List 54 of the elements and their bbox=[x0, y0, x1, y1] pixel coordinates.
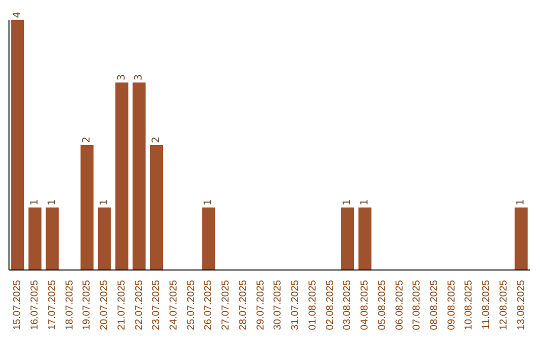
data-label: 1 bbox=[98, 199, 110, 206]
bar bbox=[11, 20, 24, 270]
data-label: 1 bbox=[203, 199, 214, 206]
x-tick-label: 15.07.2025 bbox=[12, 280, 24, 330]
x-tick-label: 23.07.2025 bbox=[151, 280, 162, 330]
bar bbox=[28, 208, 42, 270]
x-tick-label: 16.07.2025 bbox=[30, 280, 41, 330]
data-label: 1 bbox=[29, 199, 40, 206]
bar bbox=[115, 82, 128, 270]
data-label: 1 bbox=[46, 199, 58, 206]
x-tick-label: 29.07.2025 bbox=[255, 280, 266, 330]
bar bbox=[132, 82, 146, 270]
x-tick-label: 25.07.2025 bbox=[186, 280, 197, 330]
x-tick-label: 19.07.2025 bbox=[82, 280, 93, 330]
bar bbox=[46, 208, 59, 270]
x-tick-label: 21.07.2025 bbox=[116, 280, 128, 330]
x-tick-label: 02.08.2025 bbox=[324, 280, 336, 330]
x-tick-label: 24.07.2025 bbox=[168, 280, 180, 330]
x-tick-label: 12.08.2025 bbox=[498, 280, 510, 330]
x-tick-label: 04.08.2025 bbox=[360, 280, 371, 330]
x-tick-label: 30.07.2025 bbox=[272, 280, 284, 330]
x-tick-label: 03.08.2025 bbox=[342, 280, 354, 330]
x-tick-label: 13.08.2025 bbox=[516, 280, 527, 330]
x-tick-label: 07.08.2025 bbox=[412, 280, 423, 330]
bar bbox=[341, 208, 354, 270]
x-tick-label: 17.07.2025 bbox=[46, 280, 58, 330]
data-label: 4 bbox=[12, 12, 24, 18]
x-tick-label: 11.08.2025 bbox=[481, 280, 492, 330]
x-tick-label: 01.08.2025 bbox=[307, 280, 318, 330]
bar bbox=[358, 208, 372, 270]
data-label: 2 bbox=[82, 136, 93, 143]
x-tick-label: 18.07.2025 bbox=[64, 280, 76, 330]
x-tick-label: 22.07.2025 bbox=[134, 280, 145, 330]
x-tick-label: 20.07.2025 bbox=[99, 280, 110, 330]
x-tick-label: 27.07.2025 bbox=[220, 280, 232, 330]
bar bbox=[514, 208, 528, 270]
x-tick-label: 08.08.2025 bbox=[428, 280, 440, 330]
bar bbox=[202, 208, 216, 270]
data-label: 2 bbox=[151, 136, 162, 143]
data-label: 1 bbox=[516, 199, 527, 206]
data-label: 3 bbox=[134, 74, 145, 80]
data-label: 3 bbox=[116, 74, 128, 80]
x-tick-label: 31.07.2025 bbox=[290, 280, 302, 330]
x-tick-label: 06.08.2025 bbox=[394, 280, 406, 330]
bar bbox=[98, 208, 111, 270]
bar bbox=[150, 145, 164, 270]
x-tick-label: 05.08.2025 bbox=[376, 280, 388, 330]
x-tick-label: 28.07.2025 bbox=[238, 280, 249, 330]
x-tick-label: 10.08.2025 bbox=[464, 280, 475, 330]
bar bbox=[80, 145, 94, 270]
data-label: 1 bbox=[359, 199, 370, 206]
x-tick-label: 26.07.2025 bbox=[203, 280, 214, 330]
x-tick-label: 09.08.2025 bbox=[446, 280, 458, 330]
data-label: 1 bbox=[342, 199, 354, 206]
